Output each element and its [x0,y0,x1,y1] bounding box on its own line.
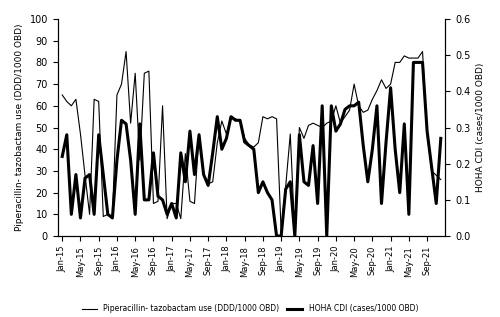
Line: HOHA CDI (cases/1000 OBD): HOHA CDI (cases/1000 OBD) [62,62,441,236]
HOHA CDI (cases/1000 OBD) [351,104,357,108]
Piperacillin- tazobactam use (DDD/1000 OBD) [251,145,257,149]
HOHA CDI (cases/1000 OBD) [274,234,280,238]
Piperacillin- tazobactam use (DDD/1000 OBD) [292,232,298,236]
HOHA CDI (cases/1000 OBD) [64,133,70,137]
Piperacillin- tazobactam use (DDD/1000 OBD) [232,117,238,121]
Piperacillin- tazobactam use (DDD/1000 OBD) [64,100,70,103]
Legend: Piperacillin- tazobactam use (DDD/1000 OBD), HOHA CDI (cases/1000 OBD): Piperacillin- tazobactam use (DDD/1000 O… [79,301,421,316]
Piperacillin- tazobactam use (DDD/1000 OBD) [438,178,444,182]
Y-axis label: Piperacillin- tazobactam use (DDD/1000 OBD): Piperacillin- tazobactam use (DDD/1000 O… [15,24,24,231]
Piperacillin- tazobactam use (DDD/1000 OBD) [374,89,380,93]
HOHA CDI (cases/1000 OBD) [246,144,252,147]
Piperacillin- tazobactam use (DDD/1000 OBD) [123,50,129,54]
Y-axis label: HOHA CDI (cases/1000 OBD): HOHA CDI (cases/1000 OBD) [476,63,485,192]
Piperacillin- tazobactam use (DDD/1000 OBD) [356,104,362,108]
HOHA CDI (cases/1000 OBD) [228,115,234,119]
Piperacillin- tazobactam use (DDD/1000 OBD) [82,173,88,177]
HOHA CDI (cases/1000 OBD) [59,155,65,158]
HOHA CDI (cases/1000 OBD) [438,137,444,140]
HOHA CDI (cases/1000 OBD) [82,176,88,180]
HOHA CDI (cases/1000 OBD) [410,61,416,64]
Piperacillin- tazobactam use (DDD/1000 OBD) [59,93,65,97]
Line: Piperacillin- tazobactam use (DDD/1000 OBD): Piperacillin- tazobactam use (DDD/1000 O… [62,52,441,234]
HOHA CDI (cases/1000 OBD) [370,147,376,151]
